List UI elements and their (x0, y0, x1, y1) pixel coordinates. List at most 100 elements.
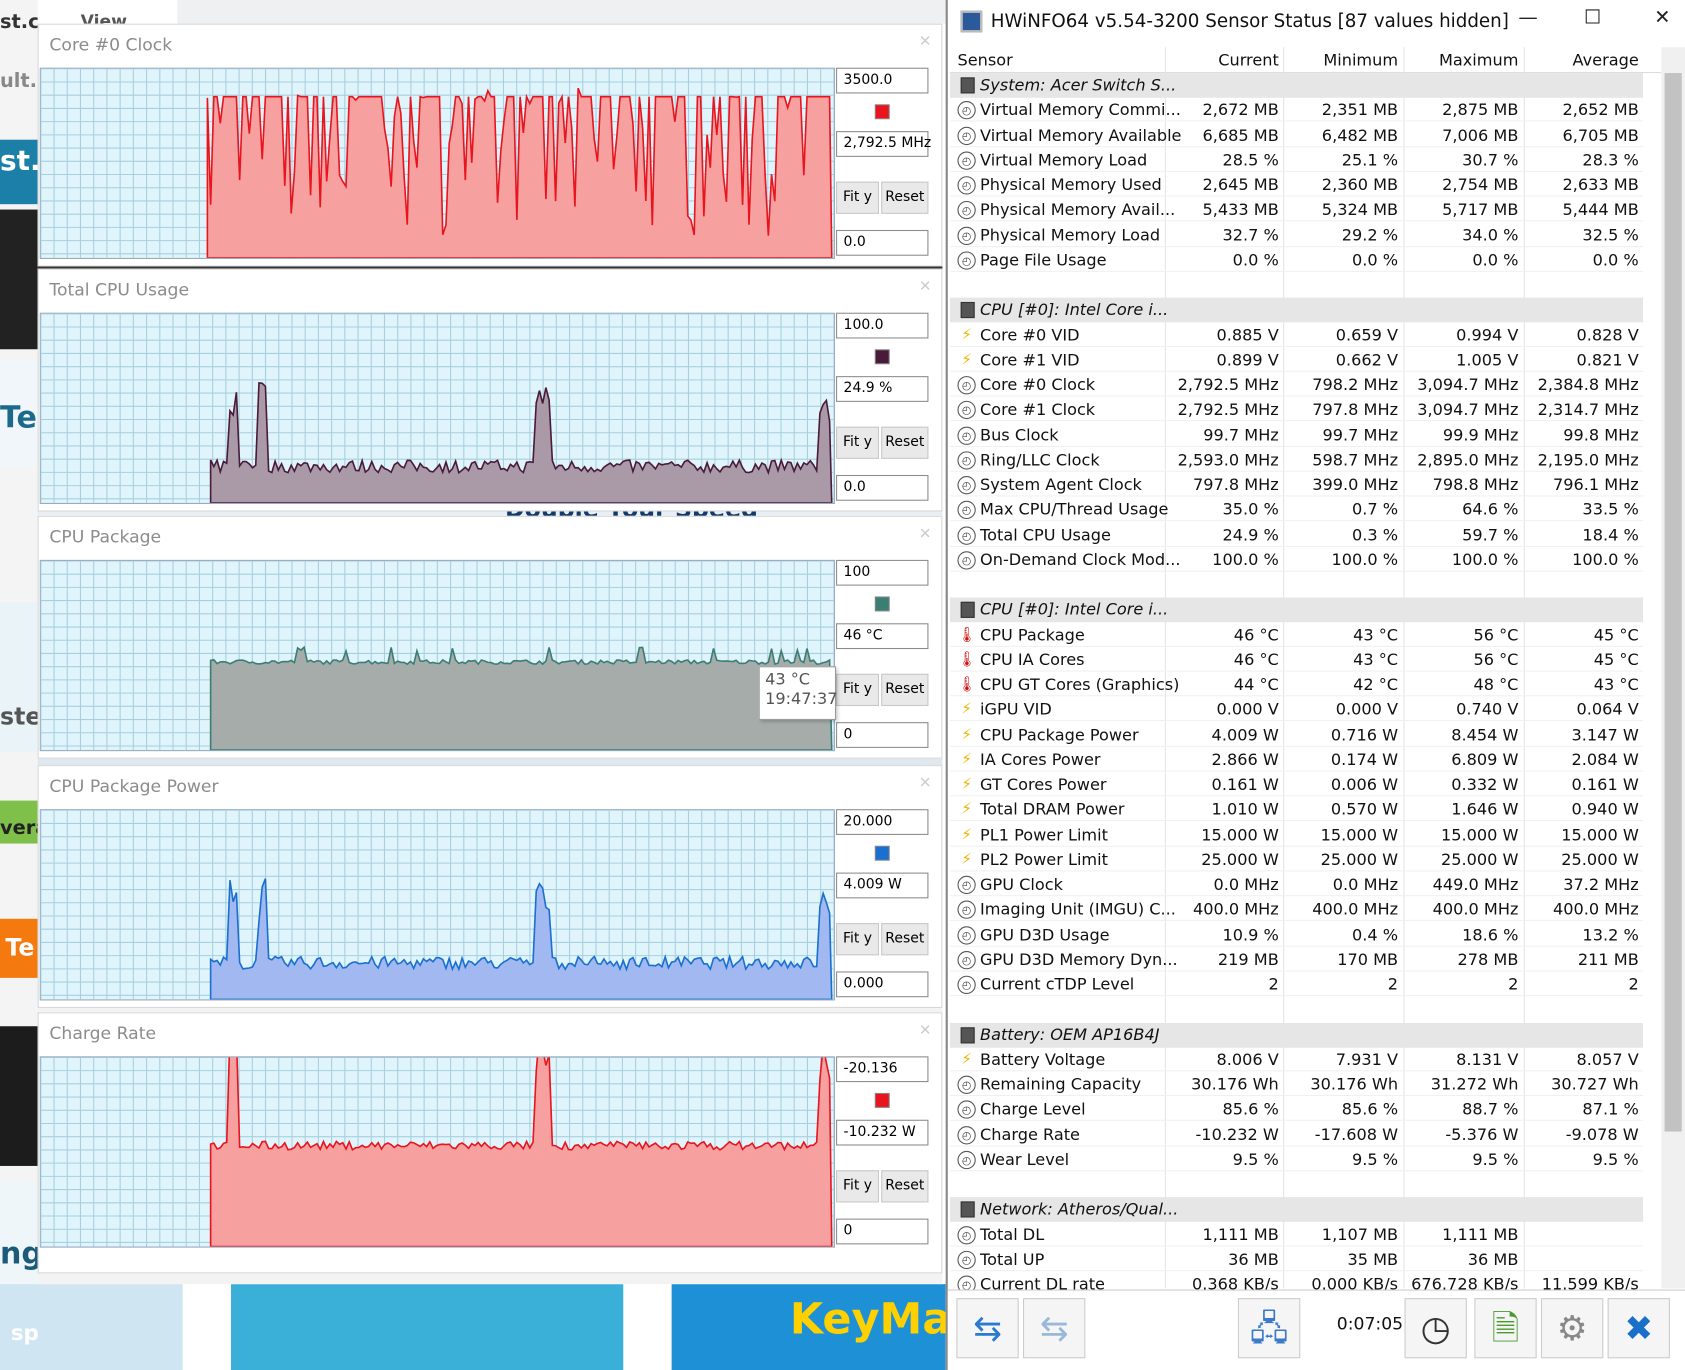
settings-button[interactable]: ⚙ (1540, 1298, 1604, 1359)
sensor-name[interactable]: Virtual Memory Commi... (980, 100, 1181, 120)
sensor-name[interactable]: Total CPU Usage (980, 524, 1111, 545)
sensor-name[interactable]: GPU D3D Memory Dyn... (980, 949, 1178, 970)
sensor-name[interactable]: CPU GT Cores (Graphics) (980, 674, 1180, 695)
graph-area (209, 1057, 833, 1247)
fit-y-button[interactable]: Fit y (836, 426, 880, 459)
sensor-name[interactable]: Current cTDP Level (980, 974, 1135, 995)
close-button[interactable]: ✕ (918, 774, 932, 792)
column-header[interactable]: Maximum (1438, 50, 1519, 70)
sensor-name[interactable]: Charge Level (980, 1099, 1086, 1119)
sensor-name[interactable]: Page File Usage (980, 250, 1107, 270)
sensor-name[interactable]: Bus Clock (980, 425, 1059, 445)
color-swatch[interactable] (872, 843, 892, 863)
sensor-name[interactable]: iGPU VID (980, 699, 1052, 720)
sensor-value: 6,482 MB (1321, 125, 1399, 145)
sensor-value: 2,672 MB (1202, 100, 1279, 120)
exit-button[interactable]: ✖ (1607, 1298, 1670, 1359)
top-value-box: 100.0 (836, 312, 929, 339)
sensor-name[interactable]: Physical Memory Used (980, 175, 1162, 195)
minimize-button[interactable]: — (1518, 6, 1538, 30)
sensor-value: 170 MB (1337, 949, 1399, 970)
sensor-row (949, 448, 1644, 472)
sensor-name[interactable]: CPU IA Cores (980, 649, 1085, 670)
sensor-name[interactable]: Charge Rate (980, 1124, 1080, 1144)
fit-y-button[interactable]: Fit y (836, 181, 880, 214)
sensor-value: 0.161 W (1211, 774, 1279, 795)
sensor-name[interactable]: Total UP (980, 1249, 1045, 1269)
sensor-value: 0.716 W (1330, 724, 1399, 745)
color-swatch[interactable] (872, 347, 892, 367)
close-button[interactable]: ✕ (918, 525, 932, 543)
sensor-name[interactable]: Virtual Memory Load (980, 150, 1148, 170)
column-header[interactable]: Minimum (1323, 50, 1399, 70)
sensor-icon: ◴ (957, 126, 976, 145)
close-button[interactable]: ✕ (918, 1021, 932, 1040)
tooltip: 43 °C 19:47:37 (758, 666, 838, 720)
sensor-row (949, 198, 1644, 222)
graph-title: CPU Package (49, 526, 162, 547)
sensor-name[interactable]: Remaining Capacity (980, 1074, 1142, 1094)
network-button[interactable]: 🖧 (1237, 1298, 1301, 1359)
nav-arrows[interactable]: ⇆ (956, 1298, 1019, 1359)
sensor-name[interactable]: PL2 Power Limit (980, 849, 1108, 870)
sensor-name[interactable]: Core #0 VID (980, 325, 1080, 345)
bottom-value-box: 0.000 (836, 971, 929, 998)
sensor-name[interactable]: Wear Level (980, 1149, 1070, 1169)
reset-button[interactable]: Reset (881, 426, 929, 459)
clock-button[interactable]: ◷ (1404, 1298, 1467, 1359)
sensor-value: 2,792.5 MHz (1177, 400, 1279, 420)
fit-y-button[interactable]: Fit y (836, 923, 880, 956)
sensor-name[interactable]: Physical Memory Load (980, 225, 1161, 245)
sensor-name[interactable]: Core #1 Clock (980, 400, 1096, 420)
collapse-arrows[interactable]: ⇆ (1023, 1298, 1086, 1359)
sensor-name[interactable]: Current DL rate (980, 1274, 1105, 1294)
sensor-value: 399.0 MHz (1312, 474, 1399, 495)
sensor-name[interactable]: CPU Package Power (980, 724, 1139, 745)
reset-button[interactable]: Reset (881, 1170, 929, 1203)
sensor-name[interactable]: GPU Clock (980, 874, 1063, 895)
sensor-name[interactable]: Battery Voltage (980, 1049, 1106, 1069)
graph-area (206, 87, 833, 258)
sensor-name[interactable]: Virtual Memory Available (980, 125, 1182, 145)
sensor-value: 4.009 W (1211, 724, 1279, 745)
reset-button[interactable]: Reset (881, 181, 929, 214)
close-button[interactable]: ✕ (1654, 6, 1671, 30)
sensor-icon: ◴ (957, 1125, 976, 1144)
report-button[interactable]: 🗎 (1474, 1298, 1537, 1359)
column-header[interactable]: Sensor (957, 50, 1013, 70)
reset-button[interactable]: Reset (881, 673, 929, 707)
sensor-name[interactable]: Ring/LLC Clock (980, 449, 1100, 470)
sensor-name[interactable]: Physical Memory Avail... (980, 200, 1176, 220)
color-swatch[interactable] (872, 1090, 892, 1111)
sensor-name[interactable]: PL1 Power Limit (980, 824, 1108, 845)
color-swatch[interactable] (872, 102, 892, 122)
sensor-name[interactable]: CPU Package (980, 624, 1085, 645)
sensor-name[interactable]: System Agent Clock (980, 474, 1142, 495)
sensor-value: 30.7 % (1462, 150, 1519, 170)
color-swatch[interactable] (872, 594, 892, 614)
sensor-name[interactable]: Total DL (980, 1224, 1045, 1244)
sensor-name[interactable]: GT Cores Power (980, 774, 1107, 795)
sensor-value: 0.000 KB/s (1311, 1274, 1399, 1294)
sensor-name[interactable]: GPU D3D Usage (980, 924, 1110, 945)
sensor-name[interactable]: Core #1 VID (980, 350, 1080, 370)
fit-y-button[interactable]: Fit y (836, 1170, 880, 1203)
sensor-name[interactable]: IA Cores Power (980, 749, 1101, 770)
sensor-value: 28.3 % (1582, 150, 1639, 170)
maximize-button[interactable]: ☐ (1583, 6, 1602, 30)
sensor-value: -5.376 W (1445, 1124, 1519, 1144)
sensor-value: 2 (1387, 974, 1399, 995)
sensor-name[interactable]: Max CPU/Thread Usage (980, 499, 1169, 520)
close-button[interactable]: ✕ (918, 278, 932, 296)
column-header[interactable]: Current (1218, 50, 1279, 70)
sensor-row (949, 173, 1644, 197)
scroll-thumb[interactable] (1664, 73, 1682, 1132)
sensor-name[interactable]: Core #0 Clock (980, 375, 1096, 395)
column-header[interactable]: Average (1572, 50, 1639, 70)
reset-button[interactable]: Reset (881, 923, 929, 956)
close-button[interactable]: ✕ (918, 33, 932, 51)
sensor-name[interactable]: Total DRAM Power (980, 799, 1125, 820)
sensor-name[interactable]: On-Demand Clock Mod... (980, 549, 1181, 570)
sensor-name[interactable]: Imaging Unit (IMGU) C... (980, 899, 1176, 920)
fit-y-button[interactable]: Fit y (836, 673, 880, 707)
